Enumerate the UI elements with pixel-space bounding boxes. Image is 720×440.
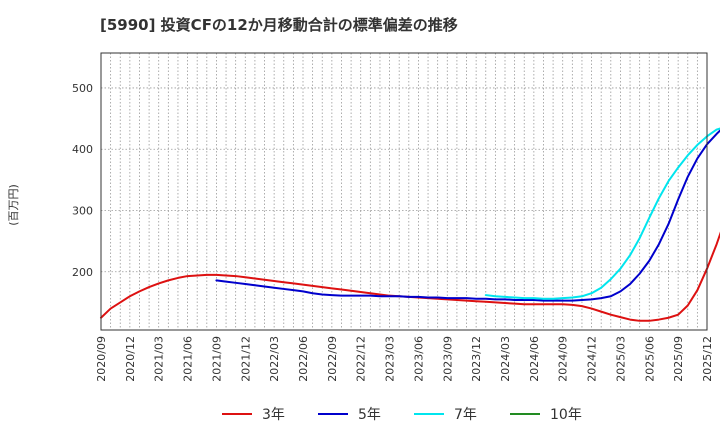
- y-tick-label: 200: [72, 266, 93, 279]
- x-tick-label: 2022/03: [268, 336, 281, 382]
- x-tick-label: 2022/06: [297, 336, 310, 382]
- x-tick-label: 2022/09: [326, 336, 339, 382]
- series-line-5年: [215, 129, 720, 302]
- x-tick-label: 2024/03: [499, 336, 512, 382]
- legend-label: 10年: [550, 407, 582, 423]
- series-line-7年: [484, 127, 720, 300]
- x-tick-label: 2025/09: [672, 336, 685, 382]
- x-tick-label: 2024/06: [528, 336, 541, 382]
- legend: 3年 5年 7年 10年: [222, 407, 582, 423]
- x-tick-label: 2022/12: [355, 336, 368, 382]
- x-tick-label: 2025/03: [614, 336, 627, 382]
- x-tick-label: 2021/06: [182, 336, 195, 382]
- x-tick-label: 2020/12: [124, 336, 137, 382]
- grid: [100, 53, 708, 330]
- x-tick-label: 2021/12: [239, 336, 252, 382]
- x-tick-label: 2020/09: [95, 336, 108, 382]
- x-tick-label: 2025/06: [643, 336, 656, 382]
- series-line-3年: [100, 231, 720, 322]
- x-tick-label: 2023/06: [412, 336, 425, 382]
- x-tick-label: 2024/12: [586, 336, 599, 382]
- legend-label: 5年: [358, 407, 381, 423]
- legend-label: 3年: [262, 407, 285, 423]
- x-tick-labels: 2020/09 2020/12 2021/03 2021/06 2021/09 2021/…: [95, 336, 714, 382]
- chart-title: [5990] 投資CFの12か月移動合計の標準偏差の推移: [100, 16, 458, 34]
- y-tick-labels: 200 300 400 500: [72, 82, 93, 279]
- x-tick-label: 2023/03: [384, 336, 397, 382]
- plot-frame: [100, 52, 708, 331]
- x-tick-label: 2021/09: [210, 336, 223, 382]
- y-tick-label: 500: [72, 82, 93, 95]
- x-tick-label: 2023/09: [441, 336, 454, 382]
- series-lines: [100, 127, 720, 322]
- x-tick-label: 2025/12: [701, 336, 714, 382]
- y-tick-label: 400: [72, 143, 93, 156]
- legend-label: 7年: [454, 407, 477, 423]
- y-tick-label: 300: [72, 204, 93, 217]
- y-axis-label: (百万円): [7, 184, 20, 226]
- x-tick-label: 2024/09: [557, 336, 570, 382]
- x-tick-label: 2023/12: [470, 336, 483, 382]
- x-tick-label: 2021/03: [153, 336, 166, 382]
